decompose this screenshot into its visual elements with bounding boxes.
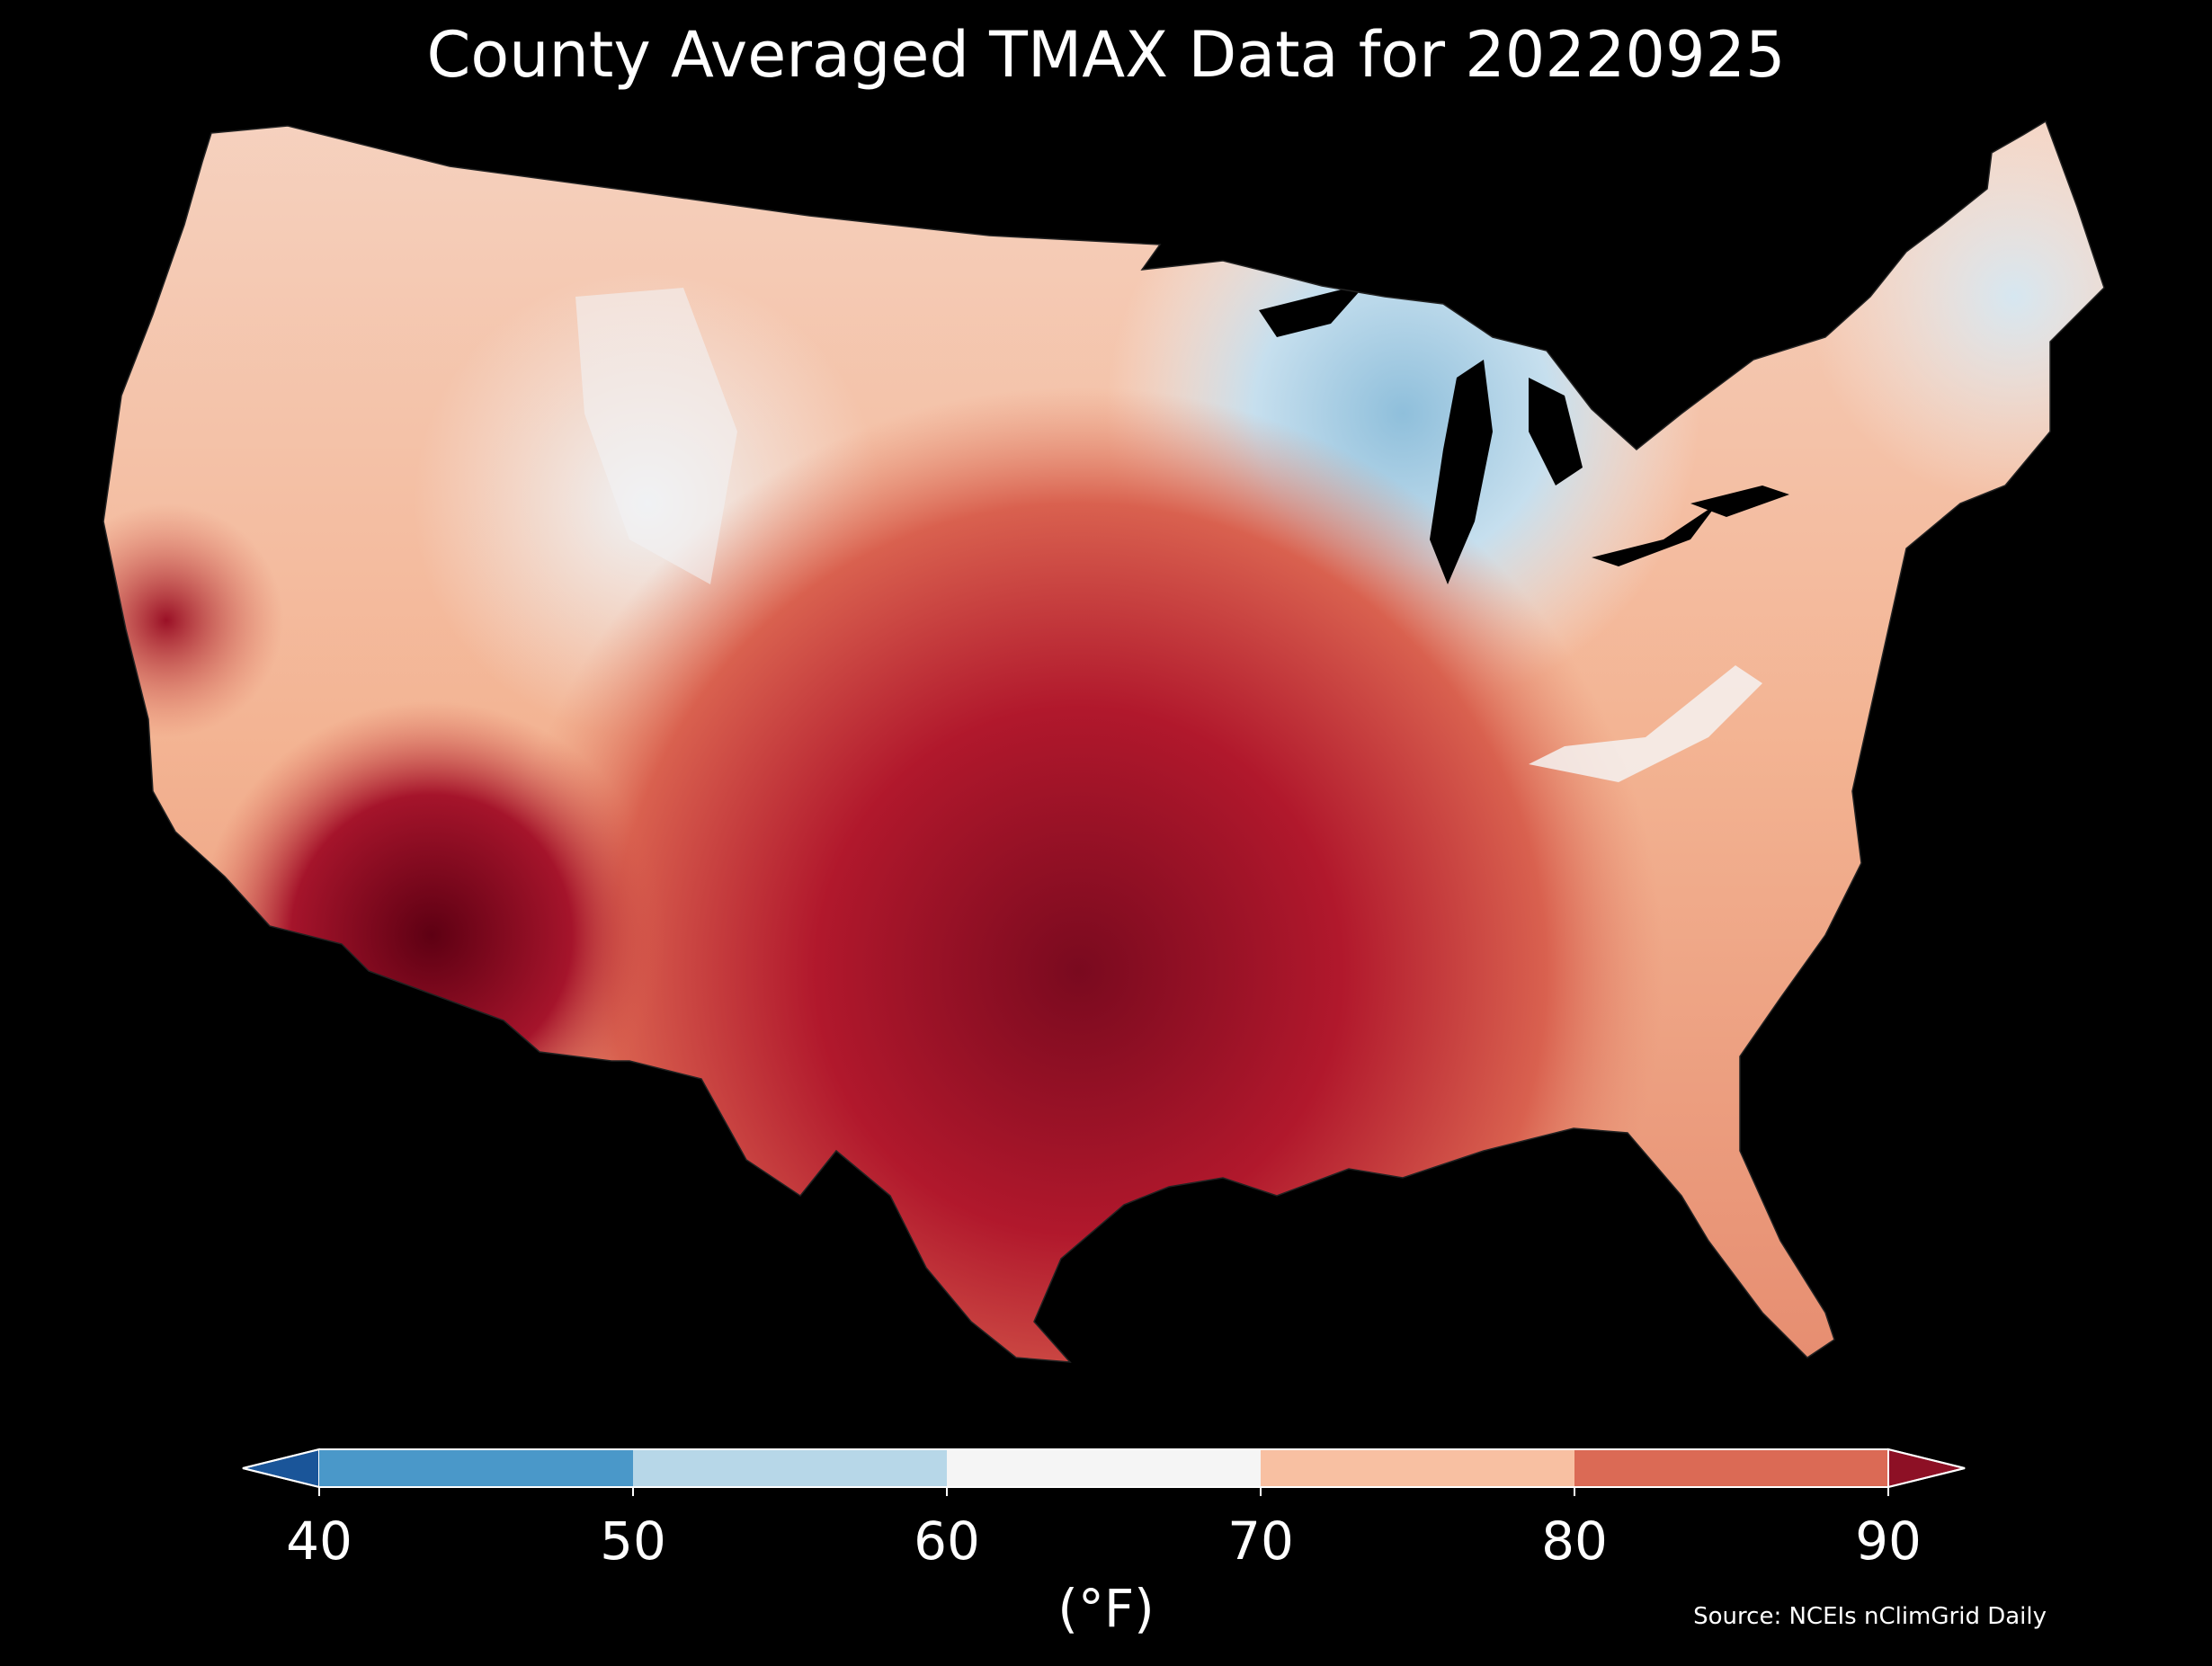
colorbar-extend-under — [242, 1448, 320, 1489]
colorbar-bin-3 — [1261, 1449, 1574, 1487]
colorbar-tick-label-40: 40 — [286, 1510, 352, 1572]
great-lakes — [1259, 283, 1789, 584]
colorbar-tick-label-90: 90 — [1855, 1510, 1922, 1572]
colorbar-bin-1 — [633, 1449, 947, 1487]
colorbar-bin-4 — [1574, 1449, 1888, 1487]
source-note: Source: NCEIs nClimGrid Daily — [1693, 1603, 2047, 1630]
colorbar-tick-label-80: 80 — [1541, 1510, 1608, 1572]
colorbar-bin-0 — [319, 1449, 633, 1487]
colorbar-tick-label-70: 70 — [1227, 1510, 1294, 1572]
map-title: County Averaged TMAX Data for 20220925 — [426, 18, 1786, 92]
colorbar-bin-2 — [947, 1449, 1261, 1487]
colorbar-tick-label-60: 60 — [914, 1510, 980, 1572]
colorbar-extend-over — [1887, 1448, 1966, 1489]
colorbar-tick-label-50: 50 — [600, 1510, 666, 1572]
colorbar-unit-label: (°F) — [1057, 1578, 1155, 1639]
